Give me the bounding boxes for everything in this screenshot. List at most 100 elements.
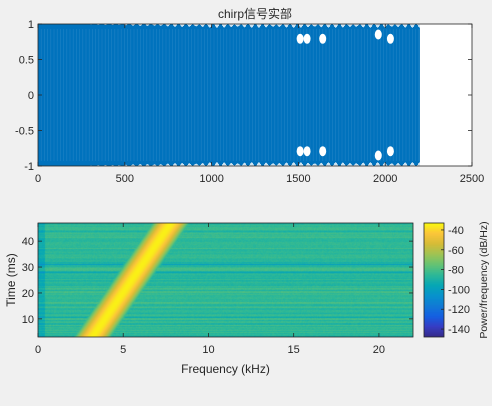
signal-gap xyxy=(322,24,323,27)
signal-gap xyxy=(321,162,322,166)
signal-blob xyxy=(386,33,394,44)
signal-gap xyxy=(413,24,414,27)
signal-gap xyxy=(173,24,174,26)
signal-gap xyxy=(294,162,295,166)
signal-chart: chirp信号实部 0 500 1000 1500 2000 2500 -1 -0.5 0 0.… xyxy=(15,6,484,185)
signal-gap xyxy=(271,164,272,166)
signal-gap xyxy=(368,164,369,166)
signal-gap xyxy=(132,164,133,166)
signal-gap xyxy=(140,164,141,166)
signal-gap xyxy=(191,24,192,25)
signal-x-tick-label: 500 xyxy=(116,173,134,185)
signal-gap xyxy=(159,164,160,166)
signal-gap xyxy=(259,24,260,28)
signal-gap xyxy=(285,163,286,166)
signal-gap xyxy=(218,163,219,166)
signal-gap xyxy=(181,24,182,27)
signal-gap xyxy=(187,165,188,166)
signal-gap xyxy=(309,164,310,166)
signal-gap xyxy=(155,24,156,26)
signal-gap xyxy=(292,163,293,166)
signal-gap xyxy=(364,163,365,166)
signal-gap xyxy=(207,24,208,26)
signal-gap xyxy=(275,24,276,25)
signal-gap xyxy=(169,164,170,166)
signal-gap xyxy=(350,163,351,166)
signal-gap xyxy=(131,165,132,166)
signal-gap xyxy=(134,165,135,166)
spectrogram-x-tick-label: 20 xyxy=(373,344,385,356)
signal-gap xyxy=(270,24,271,25)
signal-gap xyxy=(391,24,392,27)
signal-gap xyxy=(153,164,154,166)
signal-gap xyxy=(203,24,204,27)
signal-gap xyxy=(356,163,357,166)
signal-gap xyxy=(300,162,301,166)
signal-gap xyxy=(354,164,355,166)
signal-gap xyxy=(418,163,419,166)
signal-gap xyxy=(319,164,320,166)
signal-gap xyxy=(392,163,393,166)
signal-gap xyxy=(358,24,359,26)
signal-gap xyxy=(309,24,310,26)
signal-gap xyxy=(174,24,175,27)
signal-gap xyxy=(315,24,316,27)
signal-gap xyxy=(238,24,239,27)
signal-gap xyxy=(252,162,253,166)
signal-gap xyxy=(133,24,134,26)
signal-gap xyxy=(378,162,379,166)
spectrogram-y-tick-label: 20 xyxy=(22,288,34,300)
signal-gap xyxy=(232,163,233,166)
signal-gap xyxy=(278,163,279,166)
signal-gap xyxy=(333,164,334,166)
signal-gap xyxy=(344,164,345,166)
signal-gap xyxy=(301,24,302,28)
signal-gap xyxy=(386,24,387,26)
signal-gap xyxy=(139,164,140,166)
signal-gap xyxy=(369,24,370,28)
signal-gap xyxy=(326,164,327,166)
signal-gap xyxy=(125,164,126,166)
signal-gap xyxy=(196,24,197,27)
signal-gap xyxy=(147,164,148,166)
spectrogram-axes-box xyxy=(37,222,414,338)
signal-gap xyxy=(330,24,331,26)
signal-gap xyxy=(277,164,278,166)
signal-gap xyxy=(368,24,369,26)
signal-gap xyxy=(265,162,266,166)
signal-gap xyxy=(286,24,287,28)
signal-gap xyxy=(399,164,400,166)
signal-y-tick-label: 0 xyxy=(28,90,34,102)
signal-gap xyxy=(364,24,365,27)
signal-gap xyxy=(257,24,258,27)
spectrogram-heatmap xyxy=(38,223,413,337)
signal-gap xyxy=(306,24,307,26)
spectrogram-x-tick-label: 0 xyxy=(35,344,41,356)
signal-gap xyxy=(410,164,411,166)
signal-gap xyxy=(383,163,384,166)
signal-gap xyxy=(264,164,265,166)
signal-gap xyxy=(197,164,198,166)
signal-gap xyxy=(246,164,247,166)
signal-gap xyxy=(280,163,281,166)
signal-blob xyxy=(303,33,311,44)
signal-blob xyxy=(303,146,311,157)
signal-gap xyxy=(288,164,289,166)
signal-gap xyxy=(251,162,252,166)
signal-gap xyxy=(334,163,335,166)
signal-gap xyxy=(188,163,189,166)
signal-gap xyxy=(320,163,321,166)
signal-gap xyxy=(208,163,209,166)
signal-gap xyxy=(341,24,342,27)
signal-gap xyxy=(188,24,189,27)
spectrogram-y-ticks: 10 20 30 40 xyxy=(22,236,413,326)
signal-gap xyxy=(272,163,273,166)
signal-x-tick-label: 2500 xyxy=(460,173,484,185)
signal-gap xyxy=(299,24,300,27)
signal-gap xyxy=(216,24,217,28)
signal-gap xyxy=(404,24,405,28)
signal-gap xyxy=(357,164,358,166)
signal-gap xyxy=(369,162,370,166)
signal-gap xyxy=(215,24,216,27)
signal-gap xyxy=(383,24,384,27)
